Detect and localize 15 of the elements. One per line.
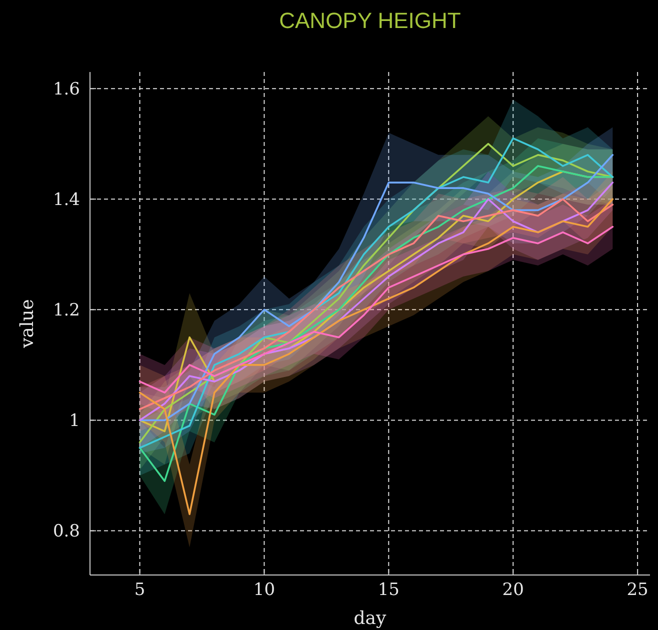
chart-title: CANOPY HEIGHT	[279, 8, 461, 33]
line-series	[138, 198, 614, 516]
x-tick-label: 25	[626, 580, 648, 600]
x-tick-label: 10	[253, 580, 276, 600]
y-tick-label: 1	[69, 411, 80, 432]
y-tick-label: 1.2	[52, 300, 80, 321]
y-tick-label: 1.6	[52, 80, 80, 100]
y-axis-title: value	[17, 299, 38, 349]
y-tick-label: 1.4	[52, 190, 80, 210]
x-tick-label: 20	[502, 580, 524, 600]
line-series	[138, 226, 614, 394]
y-tick-label: 0.8	[52, 522, 80, 542]
x-axis-title: day	[354, 608, 388, 629]
x-tick-label: 5	[134, 580, 146, 600]
x-tick-label: 15	[378, 580, 400, 600]
